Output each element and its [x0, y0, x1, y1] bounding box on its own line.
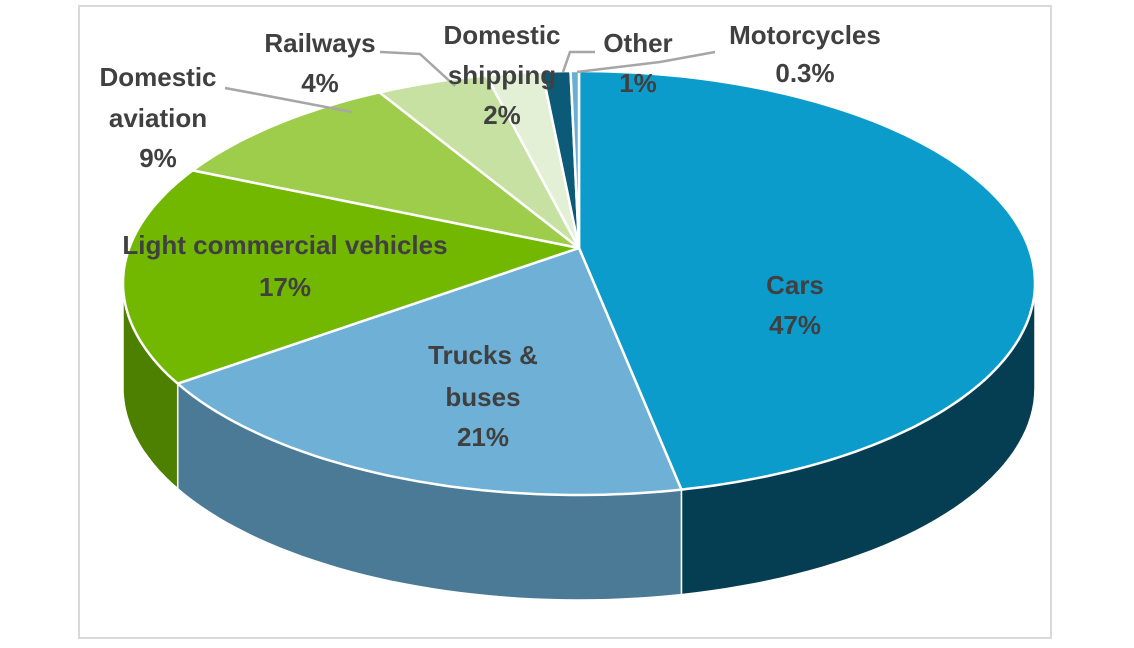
data-label-domestic-aviation: aviation	[109, 103, 207, 133]
data-value-other: 1%	[619, 68, 657, 98]
data-value-railways: 4%	[301, 68, 339, 98]
data-label-trucks-buses: buses	[445, 382, 520, 412]
data-label-railways: Railways	[264, 28, 375, 58]
pie-slice-light-commercial-vehicles[interactable]	[121, 169, 581, 385]
data-value-motorcycles: 0.3%	[775, 58, 834, 88]
data-value-cars: 47%	[769, 310, 821, 340]
pie-slice-trucks-buses[interactable]	[176, 246, 683, 497]
pie-slice-domestic-shipping[interactable]	[485, 70, 581, 250]
data-value-domestic-aviation: 9%	[139, 143, 177, 173]
pie-slice-railways[interactable]	[378, 74, 581, 250]
data-label-motorcycles: Motorcycles	[729, 20, 881, 50]
data-value-trucks-buses: 21%	[457, 422, 509, 452]
data-value-light-commercial-vehicles: 17%	[259, 272, 311, 302]
data-label-other: Other	[603, 28, 672, 58]
data-label-light-commercial-vehicles: Light commercial vehicles	[122, 230, 447, 260]
pie-slice-domestic-aviation[interactable]	[191, 91, 581, 250]
chart-frame	[78, 5, 1052, 639]
pie-slice-cars[interactable]	[577, 69, 1037, 491]
data-value-domestic-shipping: 2%	[483, 100, 521, 130]
leader-line-domestic-aviation	[224, 86, 353, 114]
data-label-trucks-buses: Trucks &	[428, 340, 538, 370]
leader-line-railways	[379, 50, 456, 87]
leader-line-other	[561, 50, 595, 73]
data-label-domestic-aviation: Domestic	[99, 62, 216, 92]
data-label-domestic-shipping: Domestic	[443, 20, 560, 50]
data-label-cars: Cars	[766, 270, 824, 300]
leader-line-motorcycles	[576, 50, 716, 74]
data-label-domestic-shipping: shipping	[448, 60, 556, 90]
